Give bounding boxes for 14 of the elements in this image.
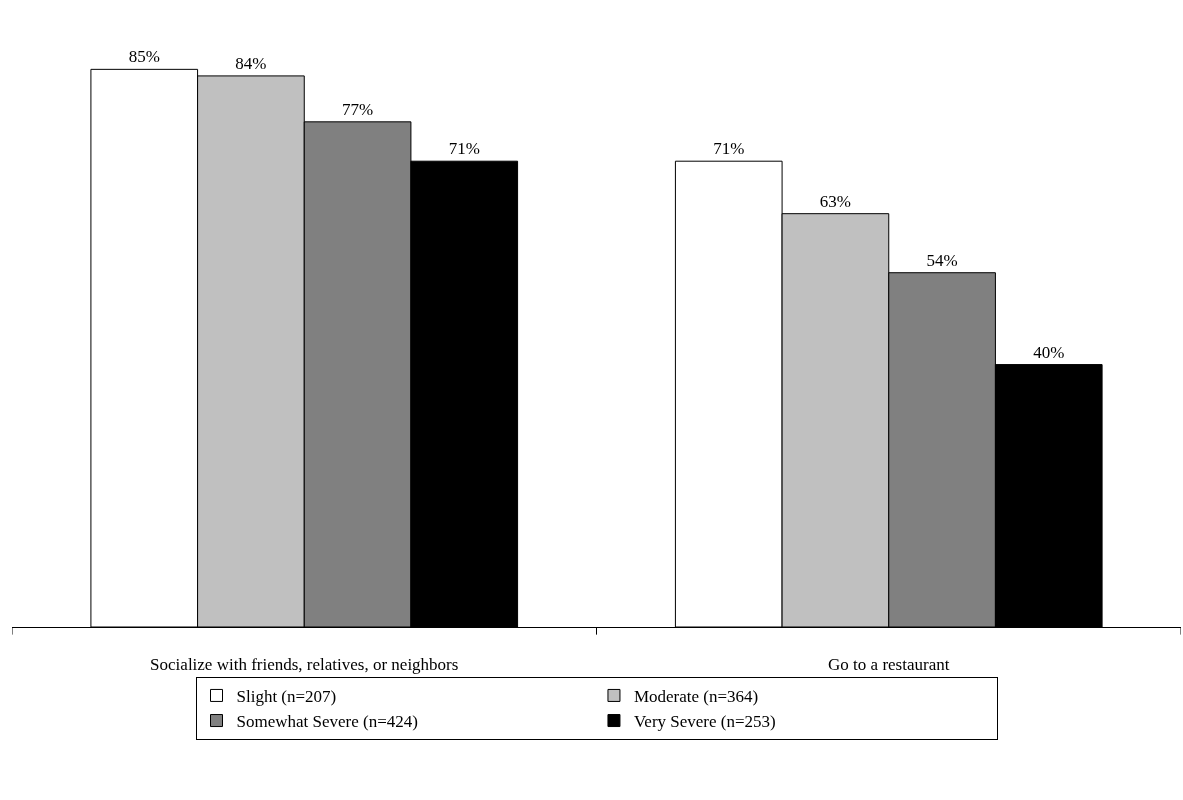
data-label: 77% (342, 99, 374, 119)
legend-label: Somewhat Severe (n=424) (236, 712, 418, 732)
data-label: 40% (1033, 342, 1065, 362)
legend-label: Very Severe (n=253) (633, 712, 776, 732)
data-label: 85% (128, 47, 160, 67)
x-tick-label: Go to a restaurant (828, 655, 950, 675)
legend-label: Moderate (n=364) (633, 687, 759, 707)
data-label: 54% (926, 250, 958, 270)
x-tick-label: Socialize with friends, relatives, or neighbors (150, 655, 459, 675)
data-label: 84% (235, 53, 267, 73)
data-label: 71% (713, 139, 745, 159)
data-label: 71% (448, 139, 480, 159)
legend-label: Slight (n=207) (236, 687, 337, 707)
data-label: 63% (819, 191, 851, 211)
